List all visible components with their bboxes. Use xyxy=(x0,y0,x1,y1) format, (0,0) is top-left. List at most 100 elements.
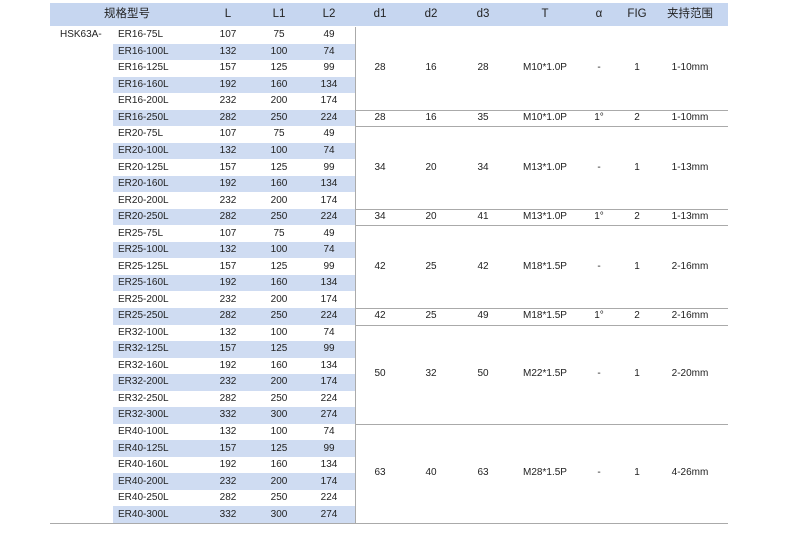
block-cell: 2 xyxy=(634,211,640,223)
dimension-cell: 192 xyxy=(219,78,237,90)
dimension-cell: 157 xyxy=(219,260,237,272)
row-shade xyxy=(113,142,355,160)
row-shade xyxy=(113,407,355,424)
dimension-cell: 192 xyxy=(219,178,237,190)
dimension-cell: 107 xyxy=(219,128,237,140)
dimension-cell: 174 xyxy=(320,194,338,206)
model-cell: ER16-160L xyxy=(118,78,169,90)
row-shade xyxy=(113,341,355,358)
dimension-cell: 232 xyxy=(219,475,237,487)
row-shade xyxy=(113,208,355,226)
dimension-cell: 132 xyxy=(219,45,237,57)
dimension-cell: 157 xyxy=(219,161,237,173)
dimension-cell: 332 xyxy=(219,508,237,520)
column-header: L2 xyxy=(322,8,336,20)
dimension-cell: 282 xyxy=(219,392,237,404)
block-cell: - xyxy=(597,260,601,272)
block-cell: 63 xyxy=(477,467,489,479)
model-cell: ER20-75L xyxy=(118,128,164,140)
block-cell: 28 xyxy=(477,62,489,74)
dimension-cell: 224 xyxy=(320,111,338,123)
row-shade xyxy=(113,506,355,523)
block-cell: 2-20mm xyxy=(671,368,709,380)
block-divider-v xyxy=(355,109,356,127)
block-cell: 28 xyxy=(374,111,386,123)
block-divider-v xyxy=(355,27,356,110)
dimension-cell: 157 xyxy=(219,343,237,355)
block-cell: 50 xyxy=(477,368,489,380)
dimension-cell: 132 xyxy=(219,426,237,438)
block-cell: 42 xyxy=(374,260,386,272)
dimension-cell: 200 xyxy=(270,376,288,388)
dimension-cell: 332 xyxy=(219,409,237,421)
model-cell: ER20-200L xyxy=(118,194,169,206)
dimension-cell: 200 xyxy=(270,95,288,107)
dimension-cell: 192 xyxy=(219,359,237,371)
dimension-cell: 74 xyxy=(323,326,335,338)
block-cell: M10*1.0P xyxy=(523,111,567,123)
block-cell: 1 xyxy=(634,62,640,74)
dimension-cell: 232 xyxy=(219,293,237,305)
column-header: d1 xyxy=(373,8,387,20)
block-divider xyxy=(355,225,728,227)
block-cell: 34 xyxy=(374,161,386,173)
dimension-cell: 160 xyxy=(270,277,288,289)
dimension-cell: 160 xyxy=(270,459,288,471)
dimension-cell: 200 xyxy=(270,475,288,487)
model-cell: ER16-200L xyxy=(118,95,169,107)
model-cell: ER32-160L xyxy=(118,359,169,371)
block-cell: 35 xyxy=(477,111,489,123)
row-shade xyxy=(113,374,355,391)
model-cell: ER25-75L xyxy=(118,227,164,239)
dimension-cell: 100 xyxy=(270,326,288,338)
model-cell: ER25-200L xyxy=(118,293,169,305)
dimension-cell: 100 xyxy=(270,244,288,256)
block-divider-v xyxy=(355,423,356,523)
model-cell: ER20-160L xyxy=(118,178,169,190)
block-cell: 28 xyxy=(374,62,386,74)
block-cell: 1° xyxy=(594,211,604,223)
block-cell: M13*1.0P xyxy=(523,211,567,223)
dimension-cell: 282 xyxy=(219,211,237,223)
block-cell: 2 xyxy=(634,111,640,123)
dimension-cell: 125 xyxy=(270,442,288,454)
bottom-rule xyxy=(50,522,728,524)
column-header: 夹持范围 xyxy=(667,8,713,20)
dimension-cell: 250 xyxy=(270,492,288,504)
model-cell: ER40-160L xyxy=(118,459,169,471)
dimension-cell: 74 xyxy=(323,426,335,438)
dimension-cell: 300 xyxy=(270,508,288,520)
row-shade xyxy=(113,473,355,490)
block-cell: 20 xyxy=(425,161,437,173)
dimension-cell: 125 xyxy=(270,260,288,272)
dimension-cell: 274 xyxy=(320,508,338,520)
header-band xyxy=(50,3,728,26)
prefix: HSK63A- xyxy=(60,29,102,40)
column-header: L xyxy=(224,8,232,20)
block-cell: 50 xyxy=(374,368,386,380)
model-cell: ER20-250L xyxy=(118,211,169,223)
column-header: FIG xyxy=(627,8,647,20)
dimension-cell: 100 xyxy=(270,426,288,438)
block-cell: 41 xyxy=(477,211,489,223)
dimension-cell: 74 xyxy=(323,145,335,156)
row-shade xyxy=(113,43,355,61)
dimension-cell: 134 xyxy=(320,277,338,289)
block-cell: 25 xyxy=(425,260,437,272)
block-cell: M13*1.0P xyxy=(523,161,567,173)
block-cell: M18*1.5P xyxy=(523,310,567,322)
model-cell: ER16-75L xyxy=(118,29,164,41)
dimension-cell: 250 xyxy=(270,211,288,223)
row-shade xyxy=(113,109,355,127)
dimension-cell: 134 xyxy=(320,359,338,371)
block-divider xyxy=(355,126,728,128)
dimension-cell: 224 xyxy=(320,310,338,322)
block-cell: - xyxy=(597,161,601,173)
dimension-cell: 74 xyxy=(323,45,335,57)
model-cell: ER25-160L xyxy=(118,277,169,289)
dimension-cell: 100 xyxy=(270,45,288,57)
block-cell: 2 xyxy=(634,310,640,322)
dimension-cell: 125 xyxy=(270,62,288,74)
dimension-cell: 160 xyxy=(270,78,288,90)
dimension-cell: 134 xyxy=(320,459,338,471)
